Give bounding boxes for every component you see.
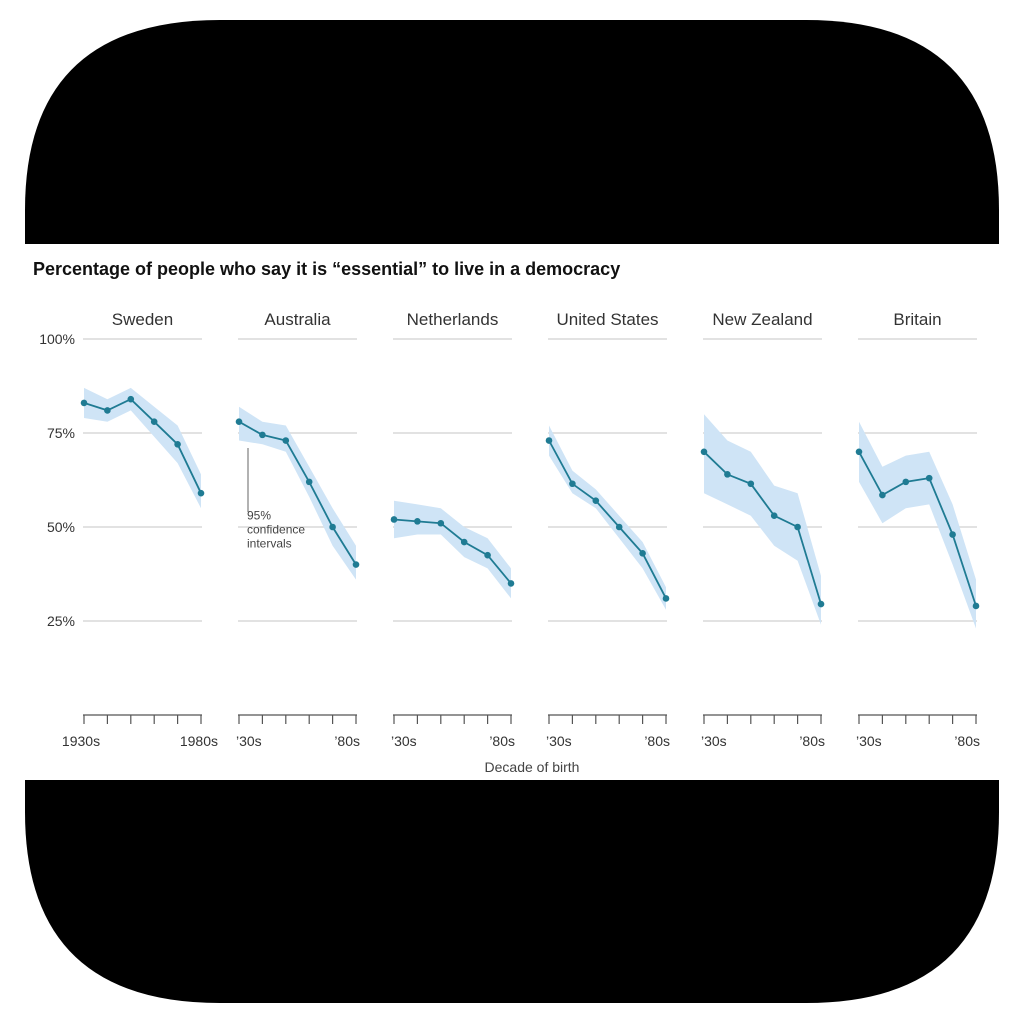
- panels: Sweden 1930s 1980s Australia ’30s ’80s 95%conf…: [62, 310, 980, 749]
- confidence-band: [549, 425, 666, 610]
- data-point: [817, 600, 825, 608]
- data-point: [80, 399, 88, 407]
- confidence-band: [704, 414, 821, 625]
- data-point: [507, 580, 515, 587]
- x-tick-label: ’30s: [391, 733, 417, 749]
- series-line: [238, 420, 357, 566]
- data-point: [902, 478, 910, 486]
- data-point: [972, 602, 980, 610]
- data-point: [770, 512, 778, 520]
- data-point: [235, 418, 243, 426]
- data-point: [150, 418, 158, 426]
- x-axis-label: Decade of birth: [485, 759, 580, 775]
- data-point: [949, 531, 956, 538]
- data-point: [724, 471, 731, 478]
- y-tick-label: 50%: [47, 519, 75, 535]
- data-point: [104, 407, 111, 414]
- panel-new-zealand: New Zealand ’30s ’80s: [700, 310, 825, 749]
- data-point: [592, 497, 600, 504]
- data-point: [855, 448, 863, 456]
- data-point: [437, 519, 445, 527]
- confidence-band: [84, 387, 201, 509]
- data-point: [352, 561, 360, 568]
- data-point: [390, 516, 398, 523]
- x-tick-label: ’30s: [546, 733, 572, 749]
- series-line: [858, 451, 977, 607]
- data-point: [259, 431, 266, 439]
- x-tick-label: ’80s: [489, 733, 515, 749]
- annotation-text: confidence: [247, 522, 305, 536]
- x-tick-label: ’80s: [799, 733, 825, 749]
- data-point: [484, 551, 491, 559]
- gridlines: [83, 338, 977, 622]
- data-point: [615, 523, 623, 531]
- data-point: [747, 480, 755, 488]
- data-point: [879, 491, 886, 499]
- data-point: [662, 595, 670, 602]
- series-line: [83, 398, 202, 494]
- x-tick-label: ’80s: [644, 733, 670, 749]
- annotation-text: 95%: [247, 508, 271, 522]
- y-tick-label: 25%: [47, 613, 75, 629]
- data-point: [460, 538, 468, 546]
- data-point: [282, 437, 290, 444]
- panel-sweden: Sweden 1930s 1980s: [62, 310, 218, 749]
- series-line: [393, 518, 512, 584]
- panel-title: Britain: [893, 310, 941, 329]
- x-tick-label: ’30s: [856, 733, 882, 749]
- data-point: [329, 523, 336, 531]
- x-tick-label: ’80s: [334, 733, 360, 749]
- top-black-band: [25, 20, 999, 244]
- data-point: [305, 478, 313, 486]
- annotation-text: intervals: [247, 536, 292, 550]
- panel-title: New Zealand: [712, 310, 812, 329]
- x-tick-label: ’30s: [236, 733, 262, 749]
- data-point: [174, 440, 181, 448]
- confidence-band: [859, 421, 976, 629]
- panel-united-states: United States ’30s ’80s: [545, 310, 670, 749]
- x-tick-label: ’80s: [954, 733, 980, 749]
- series-line: [548, 440, 667, 599]
- x-tick-label: 1980s: [180, 733, 218, 749]
- data-point: [197, 489, 205, 497]
- panel-title: Sweden: [112, 310, 173, 329]
- data-point: [700, 448, 708, 456]
- confidence-band: [394, 500, 511, 599]
- data-point: [569, 480, 576, 488]
- data-point: [414, 518, 421, 525]
- y-tick-label: 100%: [39, 331, 75, 347]
- data-point: [639, 550, 646, 557]
- confidence-band: [239, 406, 356, 580]
- y-tick-label: 75%: [47, 425, 75, 441]
- bottom-black-band: [25, 780, 999, 1003]
- data-point: [127, 395, 135, 403]
- panel-netherlands: Netherlands ’30s ’80s: [390, 310, 515, 749]
- panel-title: United States: [556, 310, 658, 329]
- y-axis-ticks: 25% 50% 75% 100%: [39, 331, 75, 629]
- panel-title: Australia: [264, 310, 331, 329]
- series-line: [703, 451, 822, 605]
- panel-title: Netherlands: [407, 310, 499, 329]
- x-tick-label: ’30s: [701, 733, 727, 749]
- chart-title: Percentage of people who say it is “esse…: [33, 259, 620, 279]
- data-point: [794, 523, 801, 531]
- panel-britain: Britain ’30s ’80s: [855, 310, 980, 749]
- data-point: [925, 474, 933, 482]
- x-tick-label: 1930s: [62, 733, 100, 749]
- data-point: [545, 437, 553, 444]
